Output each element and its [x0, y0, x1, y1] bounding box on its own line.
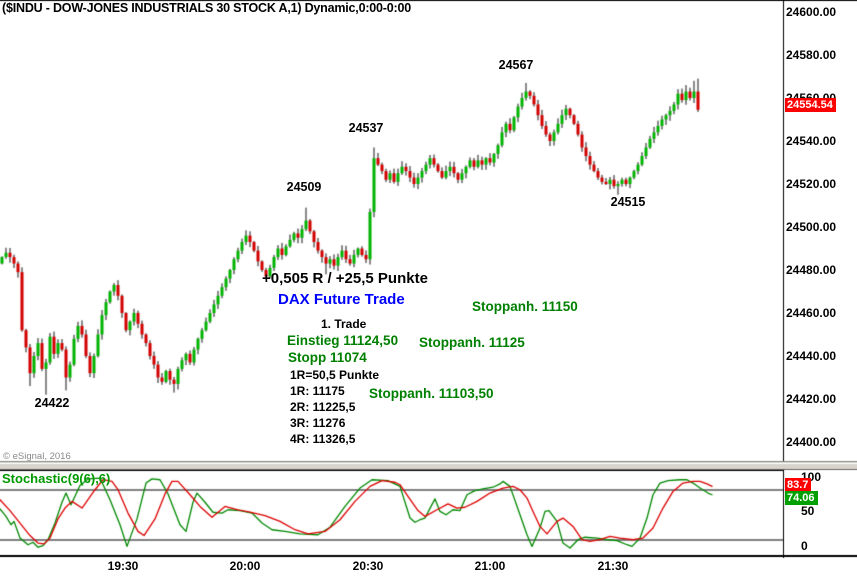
swing-label-24515: 24515 [610, 195, 646, 209]
annotation-text: Stoppanh. 11125 [419, 335, 525, 350]
stochastic-red-value-badge: 83.7 [785, 478, 812, 492]
price-tick-label: 24580.00 [786, 47, 837, 62]
stochastic-green-value-badge: 74.06 [785, 491, 818, 505]
price-tick-label: 24460.00 [786, 305, 837, 320]
annotation-text: 3R: 11276 [290, 416, 346, 430]
price-tick-label: 24400.00 [786, 434, 837, 449]
annotation-text: 1. Trade [321, 317, 367, 331]
stochastic-indicator-title: Stochastic(9(6),6) [2, 471, 111, 486]
time-tick-label: 20:00 [229, 559, 261, 573]
annotation-text: 1R: 11175 [290, 384, 345, 398]
annotation-text: 4R: 11326,5 [290, 432, 356, 446]
pane-splitter[interactable] [0, 461, 857, 470]
price-tick-label: 24480.00 [786, 262, 837, 277]
stochastic-tick-label: 0 [801, 539, 808, 553]
stochastic-tick-label: 50 [801, 504, 815, 518]
swing-label-24537: 24537 [348, 121, 384, 135]
time-tick-label: 19:30 [107, 559, 139, 573]
annotation-text: Einstieg 11124,50 [287, 333, 399, 348]
chart-title: ($INDU - DOW-JONES INDUSTRIALS 30 STOCK … [2, 1, 411, 15]
annotation-text: DAX Future Trade [278, 291, 405, 308]
time-tick-label: 21:30 [597, 559, 629, 573]
price-tick-label: 24500.00 [786, 219, 837, 234]
annotation-text: 1R=50,5 Punkte [290, 368, 380, 382]
time-tick-label: 20:30 [352, 559, 384, 573]
price-tick-label: 24600.00 [786, 4, 837, 19]
annotation-text: 2R: 11225,5 [290, 400, 356, 414]
annotation-text: Stoppanh. 11150 [472, 299, 578, 314]
swing-label-24422: 24422 [34, 396, 70, 410]
last-price-badge: 24554.54 [785, 98, 836, 112]
price-tick-label: 24440.00 [786, 348, 837, 363]
annotation-text: Stoppanh. 11103,50 [369, 386, 494, 401]
esignal-watermark: © eSignal, 2016 [3, 451, 71, 462]
annotation-text: Stopp 11074 [288, 350, 367, 365]
swing-label-24567: 24567 [498, 58, 534, 72]
annotation-text: +0,505 R / +25,5 Punkte [262, 270, 428, 287]
swing-label-24509: 24509 [286, 180, 322, 194]
price-tick-label: 24520.00 [786, 176, 837, 191]
time-tick-label: 21:00 [474, 559, 506, 573]
price-tick-label: 24540.00 [786, 133, 837, 148]
price-tick-label: 24420.00 [786, 391, 837, 406]
